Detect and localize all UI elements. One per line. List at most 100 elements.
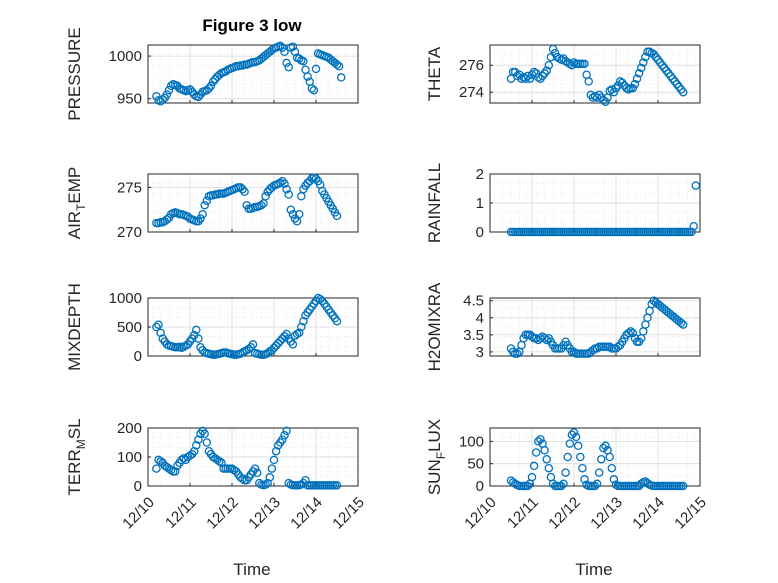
data-point	[192, 325, 201, 335]
data-point	[678, 320, 688, 329]
data-point	[156, 457, 165, 466]
data-point	[561, 468, 570, 477]
data-point	[611, 480, 621, 489]
panel-5: 0 500 1000 MIXDEPTH	[65, 283, 359, 371]
data-point	[609, 87, 619, 97]
axes-box	[489, 297, 701, 357]
data-point	[263, 348, 272, 358]
y-tick-label: 1	[476, 195, 484, 212]
y-tick-label: 500	[117, 319, 142, 336]
data-point	[641, 52, 650, 62]
x-tick-label: 12/11	[162, 494, 200, 532]
y-axis-label: PRESSURE	[65, 27, 84, 121]
data-point	[217, 458, 226, 468]
data-point	[236, 183, 245, 192]
data-point	[299, 56, 308, 66]
y-tick-label: 100	[117, 449, 142, 466]
y-tick-label: 1000	[109, 48, 142, 65]
data-point	[267, 45, 277, 55]
data-point	[622, 83, 631, 93]
x-tick-label: 12/14	[287, 494, 326, 533]
x-tick-label: 12/10	[461, 494, 500, 533]
y-axis-label: SUNFLUX	[425, 419, 448, 495]
axes-box	[147, 427, 359, 487]
y-tick-label: 0	[476, 478, 484, 495]
y-axis-label: AIRTEMP	[65, 167, 88, 240]
data-point	[202, 438, 212, 447]
data-point	[208, 452, 218, 462]
data-point	[676, 318, 686, 328]
data-point	[527, 332, 537, 341]
x-tick-label: 12/13	[245, 494, 284, 533]
data-point	[282, 58, 291, 68]
data-point	[297, 480, 306, 489]
data-point	[288, 42, 298, 51]
data-point	[238, 184, 247, 194]
data-point	[303, 178, 312, 188]
data-point	[299, 316, 308, 326]
data-point	[534, 437, 543, 446]
data-point	[221, 67, 230, 76]
data-point	[569, 58, 579, 67]
data-point	[531, 448, 541, 457]
data-point	[567, 430, 577, 439]
data-point	[206, 81, 216, 91]
y-tick-label: 3.5	[463, 327, 484, 344]
y-tick-label: 0	[476, 224, 484, 241]
data-point	[267, 183, 277, 192]
data-point	[645, 47, 654, 56]
data-point	[529, 67, 539, 77]
data-point	[605, 452, 614, 462]
panel-7: 0 100 200 TERRMSL 12/10 12/11 12/12 12/13 12/14 1…	[65, 418, 368, 532]
data-point	[508, 347, 518, 357]
data-point	[282, 184, 291, 194]
y-tick-label: 0	[134, 478, 142, 495]
data-point	[194, 435, 203, 444]
data-point	[185, 85, 195, 94]
data-point	[280, 332, 289, 341]
data-point	[284, 62, 293, 72]
data-point	[529, 461, 539, 471]
data-point	[599, 96, 608, 105]
x-tick-label: 12/15	[671, 494, 710, 533]
data-point	[636, 63, 646, 73]
y-tick-label: 4	[476, 310, 484, 327]
data-point	[288, 209, 298, 219]
data-point	[271, 446, 281, 456]
data-point	[309, 85, 319, 95]
data-point	[215, 70, 224, 80]
y-axis-label: H2OMIXRA	[425, 282, 444, 371]
data-point	[332, 316, 342, 326]
y-axis-label: MIXDEPTH	[65, 283, 84, 371]
data-point	[183, 212, 193, 222]
x-tick-label: 12/14	[629, 494, 668, 533]
data-point	[278, 435, 287, 444]
data-point	[307, 84, 317, 93]
data-point	[571, 432, 581, 442]
data-point	[280, 431, 289, 440]
data-point	[244, 344, 254, 354]
data-point	[592, 479, 602, 489]
data-point	[187, 87, 197, 97]
data-point	[576, 452, 585, 462]
data-point	[204, 84, 214, 93]
panel-8: 0 50 100 SUNFLUX 12/10 12/11 12/12 12/13 12/14 12…	[425, 419, 710, 533]
data-point	[687, 227, 696, 237]
data-point	[582, 480, 591, 489]
y-tick-label: 276	[459, 57, 484, 74]
data-point	[198, 345, 207, 355]
data-point	[578, 463, 587, 473]
data-point	[550, 48, 560, 58]
y-tick-label: 50	[467, 456, 484, 473]
data-point	[297, 322, 306, 332]
panel-2: 274 276 THETA	[425, 44, 701, 106]
data-point	[552, 52, 562, 62]
y-tick-label: 950	[117, 91, 142, 108]
data-point	[200, 429, 209, 439]
y-tick-label: 3	[476, 344, 484, 361]
data-point	[158, 95, 167, 104]
data-point	[334, 62, 344, 71]
y-axis-label: TERRMSL	[65, 418, 88, 495]
data-point	[171, 467, 180, 476]
data-point	[192, 441, 201, 450]
